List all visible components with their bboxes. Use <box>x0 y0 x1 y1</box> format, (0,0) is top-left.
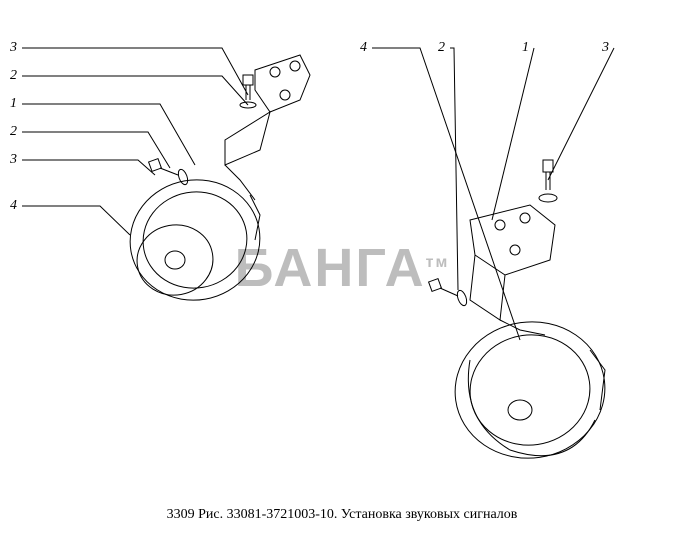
leaders-right <box>372 48 614 340</box>
callout-right-0: 4 <box>360 40 367 56</box>
callout-left-5: 4 <box>10 198 17 214</box>
caption-title: . Установка звуковых сигналов <box>334 507 518 522</box>
callout-right-2: 1 <box>522 40 529 56</box>
callout-left-4: 3 <box>10 152 17 168</box>
figure-caption: 3309 Рис. 33081-3721003-10. Установка зв… <box>0 507 684 523</box>
callout-right-3: 3 <box>602 40 609 56</box>
caption-prefix: 3309 Рис. <box>167 507 227 522</box>
callout-left-3: 2 <box>10 124 17 140</box>
left-assembly <box>121 55 310 310</box>
leaders-left <box>22 48 248 235</box>
technical-drawing <box>0 0 684 535</box>
callout-right-1: 2 <box>438 40 445 56</box>
callout-left-1: 2 <box>10 68 17 84</box>
callout-left-0: 3 <box>10 40 17 56</box>
callout-left-2: 1 <box>10 96 17 112</box>
figure-number: 33081-3721003-10 <box>227 507 334 522</box>
